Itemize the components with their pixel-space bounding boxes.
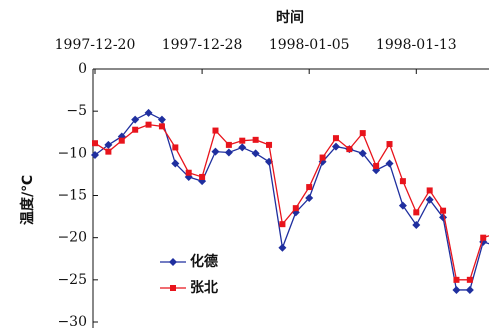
point	[171, 159, 180, 168]
point	[225, 141, 232, 148]
legend-marker	[170, 285, 176, 291]
point	[239, 137, 246, 144]
legend-label: 化德	[190, 253, 218, 270]
point	[131, 115, 140, 124]
point	[252, 136, 259, 143]
point	[238, 143, 247, 152]
point	[132, 126, 139, 133]
point	[453, 276, 460, 283]
legend-marker	[169, 258, 177, 266]
point	[359, 130, 366, 137]
y-tick-label: −30	[57, 314, 87, 328]
point	[105, 148, 112, 155]
point	[373, 162, 380, 169]
point	[440, 207, 447, 214]
point	[398, 201, 407, 210]
point	[385, 159, 394, 168]
point	[92, 140, 98, 147]
point	[157, 115, 166, 124]
point	[212, 127, 219, 134]
x-tick-label: 1998-01-05	[269, 37, 350, 53]
point	[211, 147, 220, 156]
point	[452, 285, 461, 294]
point	[91, 151, 99, 160]
y-tick-label: −10	[57, 145, 87, 161]
point	[292, 205, 299, 212]
point	[278, 243, 287, 252]
point	[413, 209, 420, 216]
point	[465, 285, 474, 294]
point	[386, 141, 393, 148]
point	[251, 149, 260, 158]
point	[306, 184, 313, 191]
point	[331, 142, 340, 151]
x-tick-label: 1998-01-13	[376, 37, 457, 53]
x-tick-label: 1997-12-20	[55, 37, 136, 53]
point	[279, 221, 286, 228]
point	[332, 135, 339, 142]
point	[172, 144, 179, 151]
point	[425, 195, 434, 204]
point	[480, 234, 487, 241]
y-tick-label: −20	[57, 230, 87, 246]
point	[466, 276, 473, 283]
point	[224, 148, 233, 157]
point	[145, 121, 152, 128]
point	[118, 137, 125, 144]
point	[305, 194, 314, 203]
y-tick-label: −25	[57, 272, 87, 288]
point	[426, 187, 433, 194]
point	[199, 173, 206, 180]
point	[319, 154, 326, 161]
point	[358, 149, 367, 158]
y-tick-label: −15	[57, 188, 87, 204]
point	[185, 169, 192, 176]
point	[399, 178, 406, 185]
x-axis-title: 时间	[276, 9, 304, 26]
point	[266, 141, 273, 148]
y-tick-label: 0	[78, 61, 87, 77]
y-axis-title: 温度/℃	[19, 175, 36, 225]
point	[346, 146, 353, 153]
point	[144, 108, 153, 117]
point	[158, 123, 165, 130]
point	[104, 140, 113, 149]
x-tick-label: 1997-12-28	[162, 37, 243, 53]
point	[412, 221, 421, 230]
legend-label: 张北	[190, 280, 218, 296]
y-tick-label: −5	[66, 103, 87, 119]
